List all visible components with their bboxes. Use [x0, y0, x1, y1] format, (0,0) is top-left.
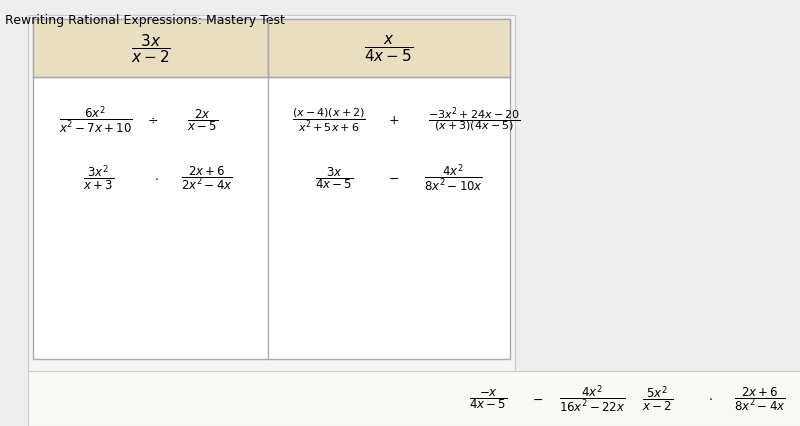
Text: $\dfrac{2x}{x-5}$: $\dfrac{2x}{x-5}$	[187, 107, 218, 132]
FancyBboxPatch shape	[28, 16, 515, 426]
Text: $\dfrac{x}{4x-5}$: $\dfrac{x}{4x-5}$	[365, 34, 414, 64]
Text: $\cdot$: $\cdot$	[708, 391, 712, 405]
Text: $\dfrac{2x+6}{2x^2-4x}$: $\dfrac{2x+6}{2x^2-4x}$	[181, 164, 232, 192]
Text: $\dfrac{4x^2}{8x^2-10x}$: $\dfrac{4x^2}{8x^2-10x}$	[425, 162, 483, 193]
Text: $\dfrac{4x^2}{16x^2-22x}$: $\dfrac{4x^2}{16x^2-22x}$	[558, 383, 626, 414]
Text: $\dfrac{3x}{4x-5}$: $\dfrac{3x}{4x-5}$	[315, 165, 353, 190]
Text: $\div$: $\div$	[147, 113, 158, 126]
Text: $\dfrac{6x^2}{x^2-7x+10}$: $\dfrac{6x^2}{x^2-7x+10}$	[58, 104, 132, 135]
FancyBboxPatch shape	[33, 20, 268, 78]
Text: $\dfrac{-x}{4x-5}$: $\dfrac{-x}{4x-5}$	[469, 386, 507, 410]
Text: $\cdot$: $\cdot$	[154, 171, 159, 184]
Text: $\dfrac{5x^2}{x-2}$: $\dfrac{5x^2}{x-2}$	[642, 383, 674, 413]
Text: $\dfrac{2x+6}{8x^2-4x}$: $\dfrac{2x+6}{8x^2-4x}$	[734, 384, 786, 412]
Text: $-$: $-$	[389, 171, 399, 184]
Text: Rewriting Rational Expressions: Mastery Test: Rewriting Rational Expressions: Mastery …	[5, 14, 285, 27]
Text: $-$: $-$	[533, 391, 543, 405]
FancyBboxPatch shape	[268, 20, 510, 78]
Text: $+$: $+$	[388, 113, 400, 126]
Text: $\dfrac{3x}{x-2}$: $\dfrac{3x}{x-2}$	[130, 32, 170, 65]
FancyBboxPatch shape	[28, 371, 800, 426]
Text: $\dfrac{3x^2}{x+3}$: $\dfrac{3x^2}{x+3}$	[83, 163, 114, 192]
FancyBboxPatch shape	[33, 20, 510, 359]
Text: $\dfrac{(x-4)(x+2)}{x^2+5x+6}$: $\dfrac{(x-4)(x+2)}{x^2+5x+6}$	[292, 106, 366, 133]
Text: $\dfrac{-3x^2+24x-20}{(x+3)(4x-5)}$: $\dfrac{-3x^2+24x-20}{(x+3)(4x-5)}$	[427, 105, 521, 134]
